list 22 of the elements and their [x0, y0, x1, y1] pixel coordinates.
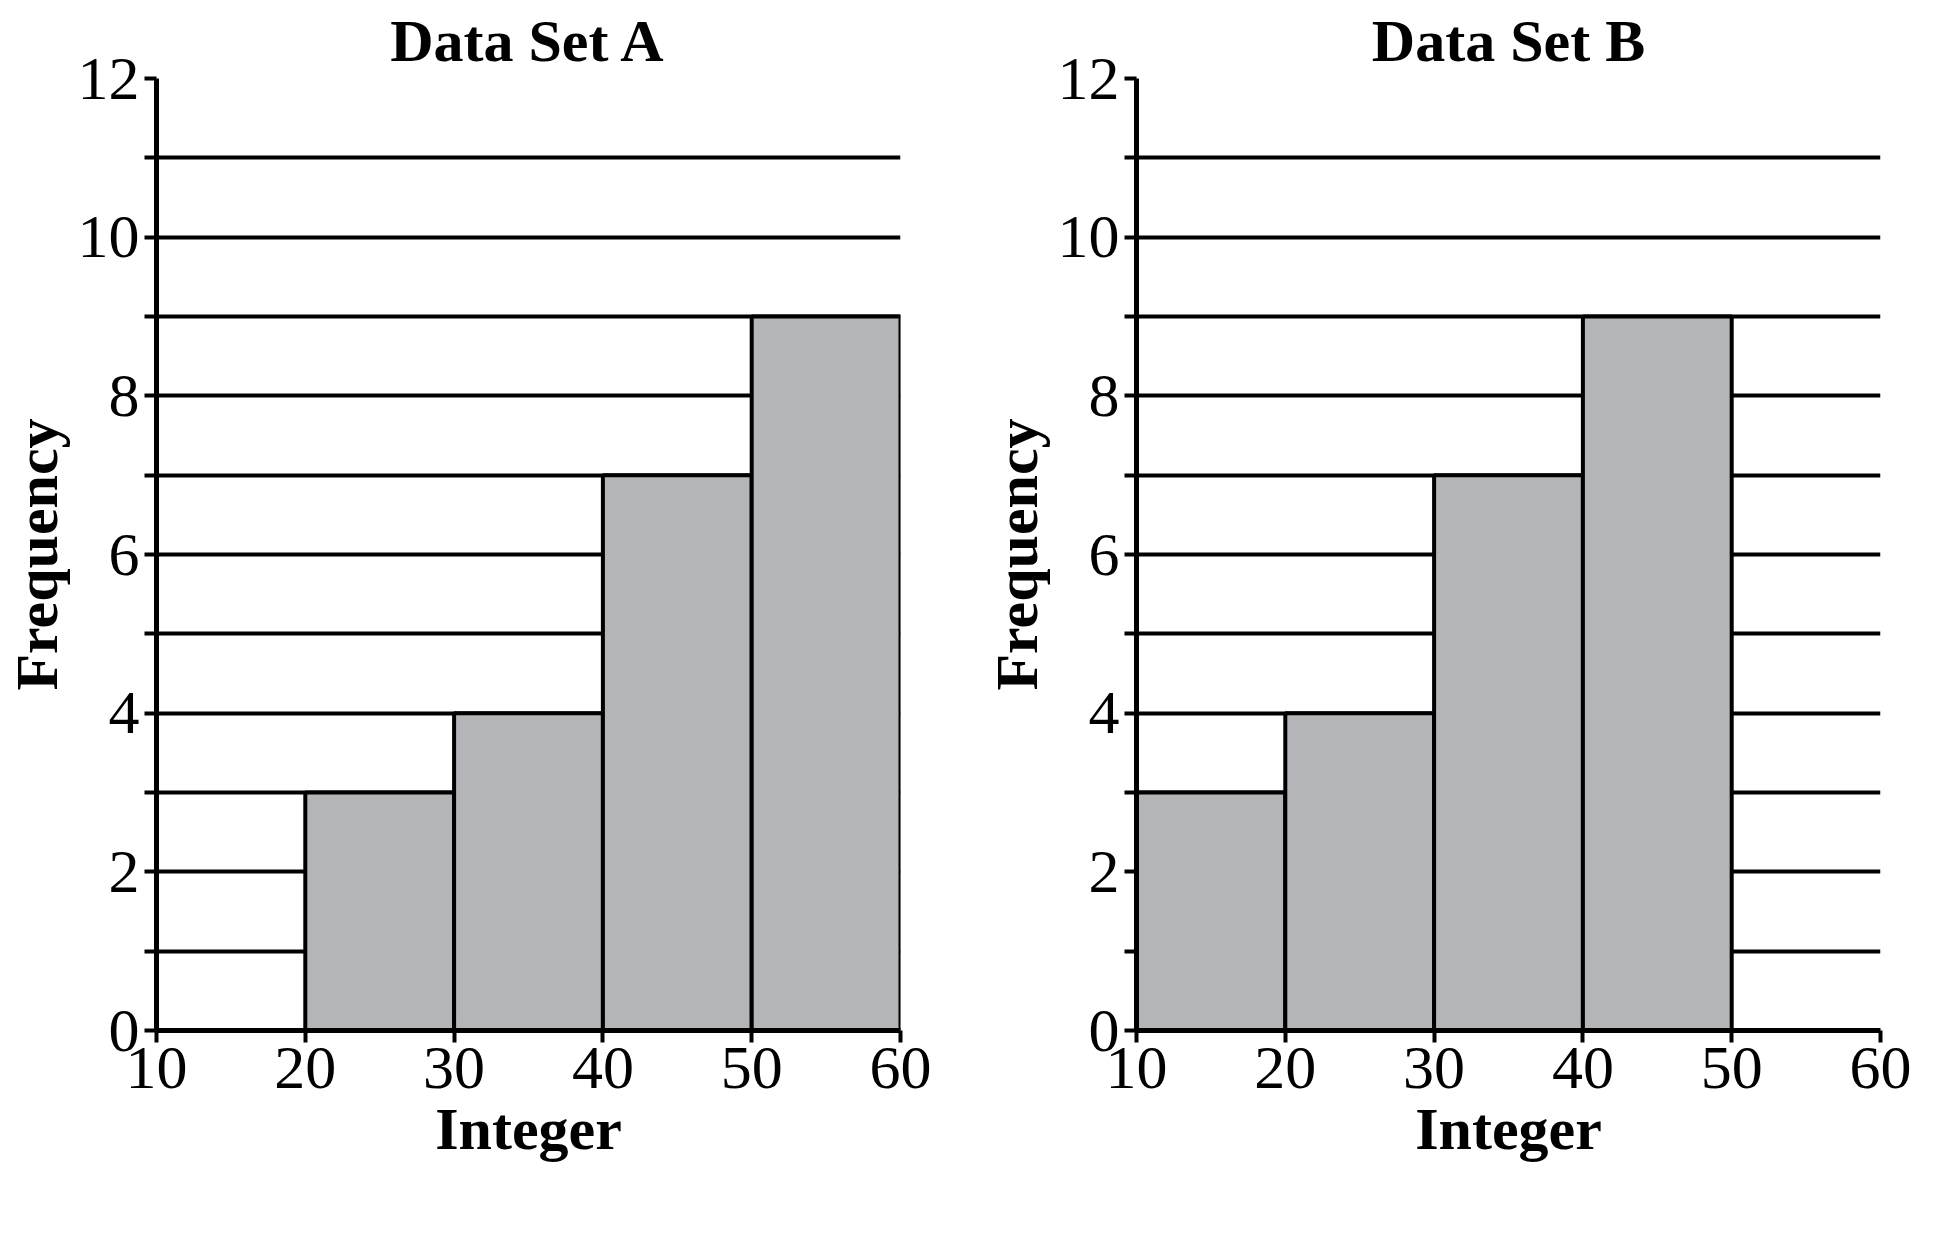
y-tick-label: 8: [1088, 360, 1120, 429]
y-tick-label: 10: [77, 202, 140, 271]
y-tick-label: 2: [1088, 836, 1120, 905]
x-tick-label: 60: [1849, 1032, 1912, 1101]
y-tick-label: 8: [108, 360, 140, 429]
y-tick-label: 4: [108, 678, 140, 747]
y-axis-title: Frequency: [983, 418, 1050, 691]
x-tick-label: 50: [720, 1032, 783, 1101]
y-tick-label: 10: [1057, 202, 1120, 271]
x-tick-label: 60: [869, 1032, 932, 1101]
x-tick-label: 20: [274, 1032, 337, 1101]
y-tick-label: 6: [108, 519, 140, 588]
x-tick-label: 50: [1700, 1032, 1763, 1101]
y-tick-label: 12: [1057, 43, 1120, 112]
y-tick-label: 6: [1088, 519, 1120, 588]
chart-title: Data Set A: [390, 7, 664, 74]
y-axis-title: Frequency: [3, 418, 70, 691]
y-tick-label: 12: [77, 43, 140, 112]
y-tick-label: 2: [108, 836, 140, 905]
x-tick-label: 20: [1254, 1032, 1317, 1101]
chart-title: Data Set B: [1371, 7, 1646, 74]
y-tick-label: 4: [1088, 678, 1120, 747]
